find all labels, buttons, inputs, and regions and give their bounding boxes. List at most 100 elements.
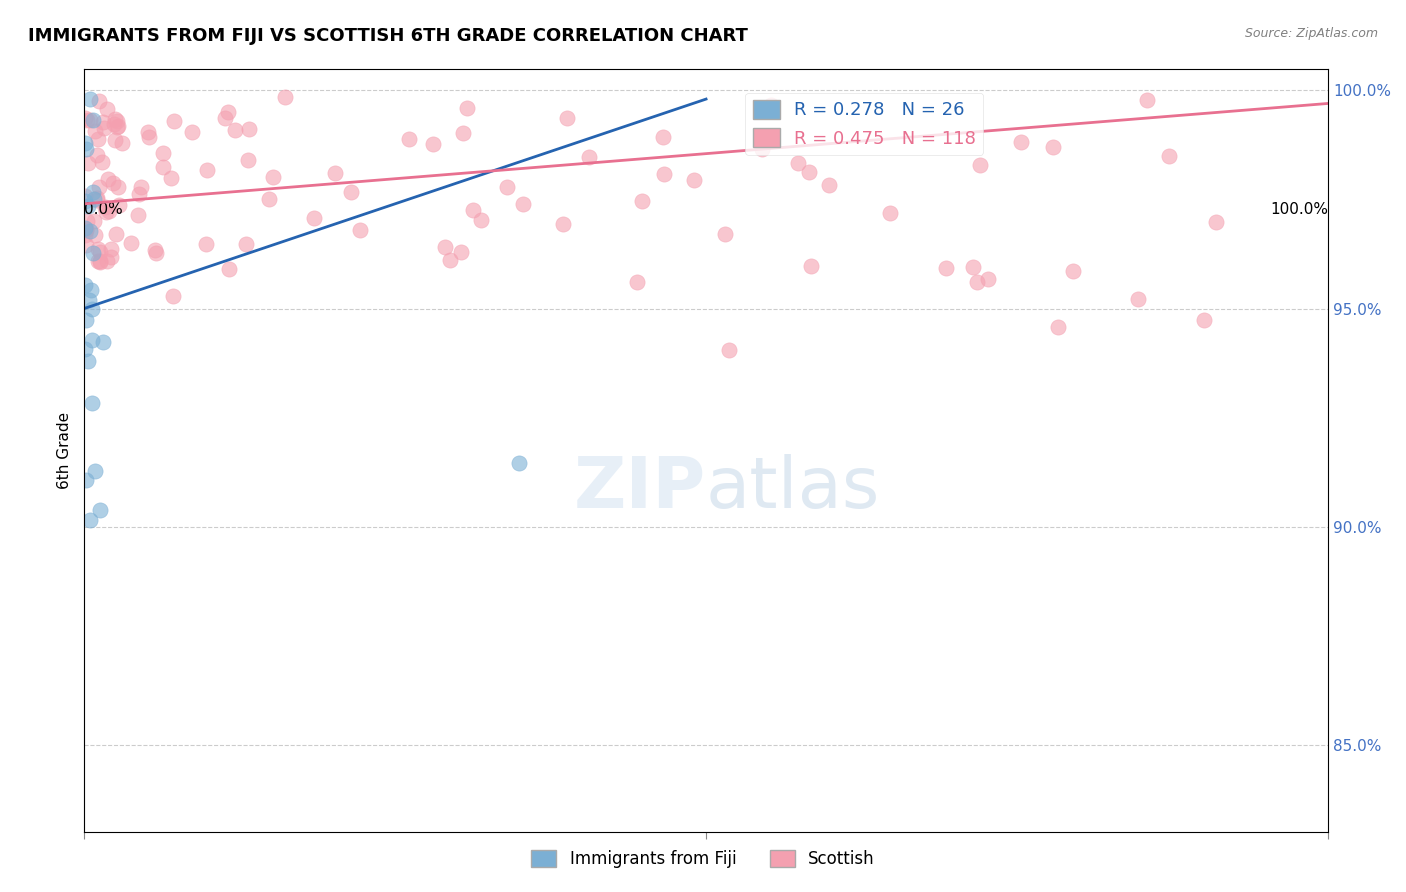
Point bbox=[75, 223, 97, 237]
Point bbox=[80, 283, 103, 297]
Point bbox=[626, 276, 648, 290]
Point bbox=[962, 260, 984, 275]
Point bbox=[136, 125, 159, 139]
Point bbox=[94, 205, 117, 219]
Point bbox=[91, 115, 114, 129]
Point bbox=[105, 227, 128, 241]
Point bbox=[439, 252, 461, 267]
Point bbox=[94, 200, 117, 214]
Point bbox=[77, 354, 100, 368]
Point bbox=[80, 301, 103, 316]
Point bbox=[75, 473, 97, 487]
Point bbox=[508, 456, 530, 470]
Point bbox=[89, 253, 111, 268]
Point bbox=[274, 90, 297, 104]
Point bbox=[83, 214, 105, 228]
Point bbox=[718, 343, 741, 358]
Point bbox=[1042, 140, 1064, 154]
Point bbox=[463, 203, 485, 218]
Point bbox=[160, 170, 183, 185]
Point bbox=[89, 94, 111, 108]
Point bbox=[84, 464, 107, 478]
Y-axis label: 6th Grade: 6th Grade bbox=[58, 412, 72, 489]
Point bbox=[80, 333, 103, 347]
Point bbox=[450, 245, 472, 260]
Point bbox=[128, 186, 150, 201]
Point bbox=[107, 180, 129, 194]
Point bbox=[1062, 264, 1084, 278]
Point bbox=[799, 164, 821, 178]
Point bbox=[75, 221, 97, 235]
Point bbox=[89, 244, 111, 259]
Point bbox=[349, 223, 371, 237]
Point bbox=[98, 204, 121, 219]
Point bbox=[456, 101, 478, 115]
Point bbox=[651, 129, 673, 144]
Point bbox=[1010, 135, 1032, 149]
Point bbox=[818, 178, 841, 192]
Point bbox=[257, 192, 280, 206]
Point bbox=[86, 131, 108, 145]
Point bbox=[162, 289, 184, 303]
Point bbox=[143, 243, 166, 257]
Point bbox=[787, 156, 810, 170]
Point bbox=[496, 179, 519, 194]
Point bbox=[100, 250, 122, 264]
Point bbox=[73, 342, 96, 356]
Point bbox=[977, 271, 1000, 285]
Point bbox=[145, 246, 167, 260]
Point bbox=[127, 208, 149, 222]
Point bbox=[97, 171, 120, 186]
Point bbox=[224, 122, 246, 136]
Point bbox=[96, 254, 118, 268]
Point bbox=[87, 253, 110, 268]
Point bbox=[453, 126, 475, 140]
Point bbox=[79, 92, 101, 106]
Point bbox=[86, 193, 108, 207]
Point bbox=[75, 221, 97, 235]
Point bbox=[87, 180, 110, 194]
Point bbox=[1205, 214, 1227, 228]
Point bbox=[76, 113, 98, 128]
Point bbox=[107, 120, 129, 134]
Point bbox=[82, 186, 104, 200]
Point bbox=[75, 277, 97, 292]
Point bbox=[73, 111, 96, 125]
Point bbox=[214, 111, 236, 125]
Point bbox=[86, 148, 108, 162]
Point bbox=[105, 114, 128, 128]
Text: 100.0%: 100.0% bbox=[1270, 202, 1329, 217]
Point bbox=[87, 242, 110, 256]
Point bbox=[339, 185, 361, 199]
Point bbox=[89, 255, 111, 269]
Point bbox=[76, 214, 98, 228]
Point bbox=[714, 227, 737, 241]
Point bbox=[93, 121, 115, 136]
Point bbox=[1126, 292, 1149, 306]
Point bbox=[935, 261, 957, 276]
Text: Source: ZipAtlas.com: Source: ZipAtlas.com bbox=[1244, 27, 1378, 40]
Point bbox=[682, 173, 704, 187]
Point bbox=[557, 111, 579, 125]
Point bbox=[217, 105, 239, 120]
Point bbox=[398, 132, 420, 146]
Point bbox=[79, 513, 101, 527]
Text: IMMIGRANTS FROM FIJI VS SCOTTISH 6TH GRADE CORRELATION CHART: IMMIGRANTS FROM FIJI VS SCOTTISH 6TH GRA… bbox=[28, 27, 748, 45]
Point bbox=[101, 176, 124, 190]
Point bbox=[631, 194, 654, 208]
Point bbox=[103, 117, 125, 131]
Point bbox=[800, 259, 823, 273]
Point bbox=[578, 150, 600, 164]
Point bbox=[83, 227, 105, 242]
Point bbox=[91, 155, 114, 169]
Point bbox=[759, 98, 782, 112]
Point bbox=[195, 237, 218, 252]
Point bbox=[75, 228, 97, 243]
Point bbox=[107, 198, 129, 212]
Point bbox=[86, 191, 108, 205]
Point bbox=[235, 237, 257, 252]
Text: atlas: atlas bbox=[706, 454, 880, 523]
Point bbox=[111, 136, 134, 150]
Legend: Immigrants from Fiji, Scottish: Immigrants from Fiji, Scottish bbox=[524, 843, 882, 875]
Point bbox=[323, 166, 346, 180]
